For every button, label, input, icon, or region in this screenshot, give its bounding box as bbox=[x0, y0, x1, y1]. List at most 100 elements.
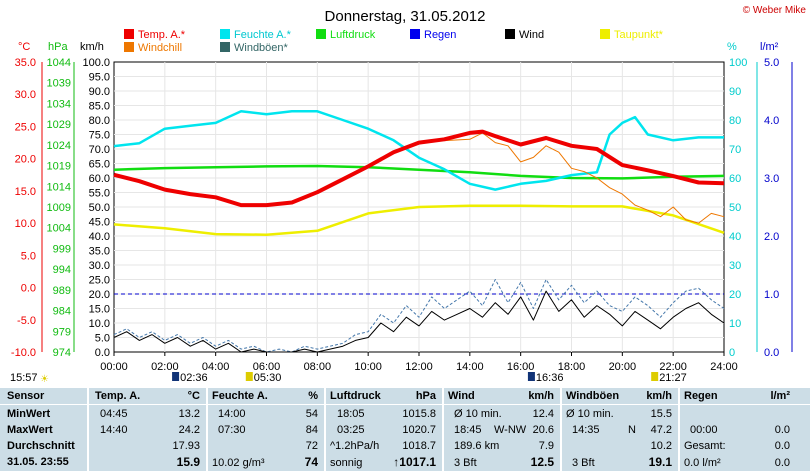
kmh-tick-label: 25.0 bbox=[89, 275, 110, 287]
row-current-label: 31.05. 23:55 bbox=[7, 456, 69, 468]
current-hum-val: 74 bbox=[304, 455, 318, 469]
copyright-text: © Weber Mike bbox=[743, 5, 807, 16]
celsius-tick-label: 15.0 bbox=[15, 186, 36, 198]
legend-swatch bbox=[220, 29, 230, 39]
legend-label: Temp. A.* bbox=[138, 29, 186, 41]
kmh-tick-label: 5.0 bbox=[95, 333, 110, 345]
series-lines bbox=[113, 110, 725, 353]
x-tick-label: 02:00 bbox=[151, 361, 179, 373]
legend-label: Taupunkt* bbox=[614, 29, 664, 41]
legend-swatch bbox=[124, 29, 134, 39]
pct-tick-label: 30 bbox=[729, 260, 741, 272]
row-max-label: MaxWert bbox=[7, 424, 53, 436]
hpa-tick-label: 1024 bbox=[47, 140, 71, 152]
hdr-rain: Regen bbox=[684, 390, 718, 402]
celsius-tick-label: 30.0 bbox=[15, 89, 36, 101]
min-temp-time: 04:45 bbox=[100, 408, 128, 420]
max-temp-val: 24.2 bbox=[178, 424, 200, 436]
max-rain-val: 0.0 bbox=[774, 424, 790, 436]
kmh-tick-label: 15.0 bbox=[89, 304, 110, 316]
kmh-tick-label: 45.0 bbox=[89, 217, 110, 229]
pct-tick-label: 90 bbox=[729, 86, 741, 98]
avg-press-trend: ^1.2hPa/h bbox=[330, 440, 380, 452]
avg-wind-distance: 189.6 km bbox=[454, 440, 500, 452]
kmh-tick-label: 35.0 bbox=[89, 246, 110, 258]
max-wind-dir: W-NW bbox=[494, 424, 527, 436]
max-temp-time: 14:40 bbox=[100, 424, 128, 436]
avg-gust-val: 10.2 bbox=[650, 440, 672, 452]
min-gust-time: Ø 10 min. bbox=[566, 408, 614, 420]
hdr-gust-unit: km/h bbox=[646, 390, 672, 402]
kmh-tick-label: 40.0 bbox=[89, 231, 110, 243]
kmh-tick-label: 60.0 bbox=[89, 173, 110, 185]
hdr-sensor: Sensor bbox=[7, 390, 45, 402]
celsius-tick-label: 5.0 bbox=[21, 250, 36, 262]
hpa-tick-label: 1019 bbox=[47, 161, 71, 173]
hpa-tick-label: 1004 bbox=[47, 223, 71, 235]
hpa-tick-label: 1044 bbox=[47, 57, 71, 69]
min-temp-val: 13.2 bbox=[178, 408, 200, 420]
legend-swatch bbox=[220, 42, 230, 52]
series-line-temp-a bbox=[113, 129, 725, 208]
stats-sep bbox=[87, 388, 89, 471]
current-press-val: ↑1017.1 bbox=[393, 455, 436, 469]
event-marker-icon bbox=[651, 372, 659, 381]
current-weather: sonnig bbox=[330, 457, 363, 469]
axes: 35.0 30.0 25.0 20.0 15.0 10.0 5.0 0.0 -5.0 -10.0 1… bbox=[11, 57, 793, 359]
event-markers: 15:57 ☀ 02:36 05:30 16:36 21:27 bbox=[10, 372, 687, 385]
hdr-wind: Wind bbox=[448, 390, 475, 402]
hpa-tick-label: 1029 bbox=[47, 119, 71, 131]
x-tick-label: 14:00 bbox=[456, 361, 484, 373]
rain-tick-label: 5.0 bbox=[764, 57, 779, 69]
avg-hum-val: 72 bbox=[305, 440, 318, 452]
chart-legend: Temp. A.* Feuchte A.* Luftdruck Regen Wind Ta… bbox=[124, 29, 664, 54]
x-tick-label: 16:00 bbox=[507, 361, 535, 373]
pct-tick-label: 0 bbox=[729, 347, 735, 359]
hpa-tick-label: 999 bbox=[53, 243, 71, 255]
stats-sep bbox=[560, 388, 562, 471]
kmh-tick-label: 65.0 bbox=[89, 159, 110, 171]
x-tick-label: 20:00 bbox=[609, 361, 637, 373]
max-rain-time: 00:00 bbox=[690, 424, 718, 436]
current-gust-bft: 3 Bft bbox=[572, 457, 595, 469]
hdr-temp-unit: °C bbox=[187, 390, 200, 402]
max-wind-time: 18:45 bbox=[454, 424, 482, 436]
rain-tick-label: 2.0 bbox=[764, 231, 779, 243]
hdr-press-unit: hPa bbox=[415, 390, 436, 402]
hpa-tick-label: 984 bbox=[53, 306, 71, 318]
min-gust-val: 15.5 bbox=[650, 408, 672, 420]
max-gust-val: 47.2 bbox=[650, 424, 672, 436]
kmh-tick-label: 75.0 bbox=[89, 130, 110, 142]
legend-swatch bbox=[316, 29, 326, 39]
event-marker-icon bbox=[245, 372, 253, 381]
pct-tick-label: 40 bbox=[729, 231, 741, 243]
legend-label: Windchill bbox=[138, 42, 182, 54]
x-tick-label: 04:00 bbox=[202, 361, 230, 373]
stats-sep bbox=[324, 388, 326, 471]
rain-tick-label: 4.0 bbox=[764, 115, 779, 127]
avg-rain-label: Gesamt: bbox=[684, 440, 726, 452]
legend-swatch bbox=[410, 29, 420, 39]
hpa-tick-label: 989 bbox=[53, 285, 71, 297]
current-temp-val: 15.9 bbox=[176, 455, 200, 469]
celsius-tick-label: -10.0 bbox=[11, 347, 36, 359]
kmh-tick-label: 95.0 bbox=[89, 72, 110, 84]
event-marker-icon bbox=[172, 372, 180, 381]
event-marker-time: 05:30 bbox=[254, 372, 282, 384]
series-line-taupunkt bbox=[113, 204, 725, 236]
kmh-unit: km/h bbox=[80, 41, 104, 53]
axis-unit-labels: °C hPa km/h % l/m² bbox=[18, 41, 779, 53]
current-abs-humidity: 10.02 g/m³ bbox=[212, 457, 265, 469]
avg-temp-val: 17.93 bbox=[172, 440, 200, 452]
legend-label: Regen bbox=[424, 29, 456, 41]
rain-tick-label: 0.0 bbox=[764, 347, 779, 359]
hdr-temp: Temp. A. bbox=[95, 390, 141, 402]
kmh-tick-label: 70.0 bbox=[89, 144, 110, 156]
hpa-tick-label: 979 bbox=[53, 326, 71, 338]
rain-unit: l/m² bbox=[760, 41, 779, 53]
kmh-tick-label: 10.0 bbox=[89, 318, 110, 330]
current-rain-total: 0.0 l/m² bbox=[684, 457, 721, 469]
legend-swatch bbox=[505, 29, 515, 39]
legend-label: Feuchte A.* bbox=[234, 29, 292, 41]
series-line-windchill bbox=[444, 132, 725, 224]
